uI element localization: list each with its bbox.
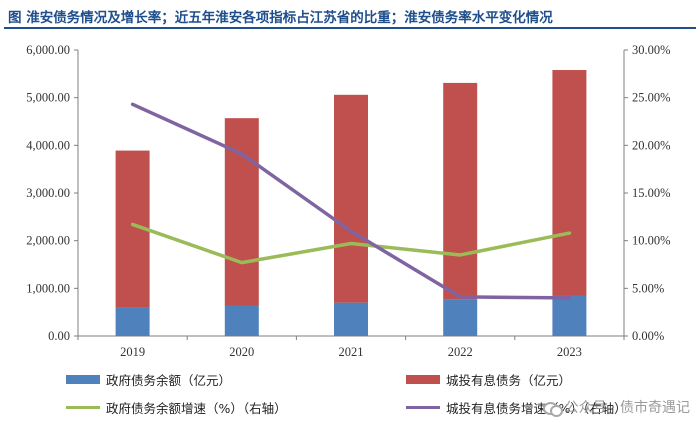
y-right-tick-label: 10.00% [632,234,671,248]
legend-label-gov-debt: 政府债务余额（亿元） [106,373,232,388]
wechat-icon [542,400,563,417]
bar-gov-debt [443,299,478,336]
x-tick-label: 2020 [229,345,254,359]
y-left-tick-label: 2,000.00 [26,234,70,248]
legend-item-lgfv-growth: 城投有息债务增速（%）（右轴） [406,398,627,417]
x-tick-label: 2019 [120,345,145,359]
combo-chart: 0.00 1,000.00 2,000.00 3,000.00 4,000.00 5,00… [26,43,671,359]
legend-item-gov-growth: 政府债务余额增速（%）（右轴） [66,398,287,417]
y-right-tick-label: 0.00% [632,329,664,343]
legend-swatch-gov-growth [66,406,100,409]
y-left-tick-label: 0.00 [48,329,70,343]
y-left-tick-label: 1,000.00 [26,281,70,295]
legend-swatch-gov-debt [66,375,100,384]
bar-gov-debt [115,307,150,336]
legend-label-lgfv-debt: 城投有息债务（亿元） [446,373,572,388]
y-right-tick-label: 20.00% [632,138,671,152]
y-right-tick-label: 15.00% [632,186,671,200]
legend: 政府债务余额（亿元） 城投有息债务（亿元） 政府债务余额增速（%）（右轴） 城投… [56,364,676,420]
x-tick-label: 2022 [448,345,473,359]
bar-lgfv-debt [224,118,259,306]
title-rule [4,27,696,29]
legend-item-gov-debt: 政府债务余额（亿元） [66,370,231,389]
x-tick-label: 2021 [339,345,364,359]
y-right-tick-label: 5.00% [632,281,664,295]
y-right-tick-label: 25.00% [632,91,671,105]
x-tick-label: 2023 [557,345,582,359]
bar-lgfv-debt [334,94,368,303]
bar-gov-debt [334,302,368,336]
bar-gov-debt [224,305,259,336]
y-left-tick-label: 5,000.00 [26,91,70,105]
legend-label-gov-growth: 政府债务余额增速（%）（右轴） [106,401,287,416]
y-left-tick-label: 6,000.00 [26,43,70,57]
legend-swatch-lgfv-growth [406,406,440,409]
legend-label-lgfv-growth: 城投有息债务增速（%）（右轴） [446,401,627,416]
chart-title: 图 淮安债务情况及增长率；近五年淮安各项指标占江苏省的比重；淮安债务率水平变化情… [8,10,553,26]
bar-lgfv-debt [552,70,587,296]
watermark: 公众号 · 债市奇遇记 [542,397,690,417]
y-right-tick-label: 30.00% [632,43,671,57]
bar-gov-debt [552,295,587,336]
y-left-tick-label: 3,000.00 [26,186,70,200]
legend-swatch-lgfv-debt [406,375,440,384]
line-lgfv-growth [130,102,572,300]
y-left-tick-label: 4,000.00 [26,138,70,152]
watermark-text: 公众号 · 债市奇遇记 [564,400,690,416]
bar-lgfv-debt [443,82,478,300]
legend-item-lgfv-debt: 城投有息债务（亿元） [406,370,571,389]
line-gov-growth [130,222,572,265]
